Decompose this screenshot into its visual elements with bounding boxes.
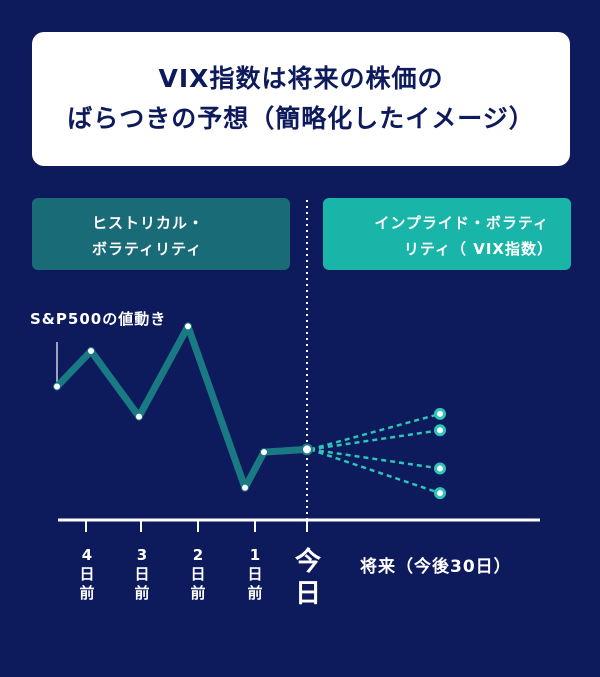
- sp500-point-3: [184, 322, 192, 331]
- today-char2: 日: [294, 579, 321, 609]
- x-label-3-days-ago: 3 日 前: [132, 546, 152, 603]
- x-label-4-char2: 前: [79, 584, 95, 602]
- historical-volatility-box: ヒストリカル・ ボラティリティ: [32, 198, 290, 270]
- sp500-point-2: [135, 412, 143, 421]
- series-label: S&P500の値動き: [30, 310, 167, 328]
- x-label-4-days-ago: 4 日 前: [77, 546, 97, 603]
- forecast-line-3: [309, 448, 441, 495]
- sp500-point-0: [53, 382, 61, 391]
- title-card: VIX指数は将来の株価の ばらつきの予想（簡略化したイメージ）: [32, 32, 570, 166]
- forecast-point-3: [434, 487, 446, 500]
- x-label-2-days-ago: 2 日 前: [188, 546, 208, 603]
- forecast-point-0: [434, 407, 446, 420]
- implied-volatility-box: インプライド・ボラティ リティ（ VIX指数）: [323, 198, 571, 270]
- implied-volatility-label-2: リティ（ VIX指数）: [403, 240, 553, 258]
- x-label-4-char1: 日: [79, 565, 95, 583]
- sp500-point-6: [301, 443, 313, 456]
- forecast-line-0: [309, 412, 441, 451]
- implied-volatility-label-1: インプライド・ボラティ: [374, 214, 549, 232]
- forecast-point-2: [434, 462, 446, 475]
- x-label-3-num: 3: [136, 546, 148, 564]
- forecast-line-1: [309, 429, 441, 451]
- x-label-3-char1: 日: [134, 565, 150, 583]
- future-label: 将来（今後30日）: [360, 557, 512, 577]
- x-label-1-num: 1: [249, 546, 261, 564]
- x-label-today: 今 日: [288, 546, 328, 610]
- historical-volatility-label-2: ボラティリティ: [92, 240, 203, 258]
- x-label-1-char1: 日: [247, 565, 263, 583]
- x-label-1-day-ago: 1 日 前: [245, 546, 265, 603]
- forecast-point-1: [434, 424, 446, 437]
- x-label-2-char2: 前: [190, 584, 206, 602]
- today-char1: 今: [294, 547, 321, 577]
- x-label-2-num: 2: [192, 546, 204, 564]
- sp500-point-4: [241, 483, 249, 492]
- sp500-point-1: [87, 347, 95, 355]
- x-label-2-char1: 日: [190, 565, 206, 583]
- x-label-3-char2: 前: [134, 584, 150, 602]
- x-label-1-char2: 前: [247, 584, 263, 602]
- historical-volatility-label-1: ヒストリカル・: [92, 214, 205, 232]
- sp500-point-5: [260, 448, 268, 457]
- title-line-2: ばらつきの予想（簡略化したイメージ）: [67, 104, 535, 133]
- title-line-1: VIX指数は将来の株価の: [158, 64, 444, 93]
- forecast-line-2: [309, 448, 441, 470]
- x-label-4-num: 4: [81, 546, 93, 564]
